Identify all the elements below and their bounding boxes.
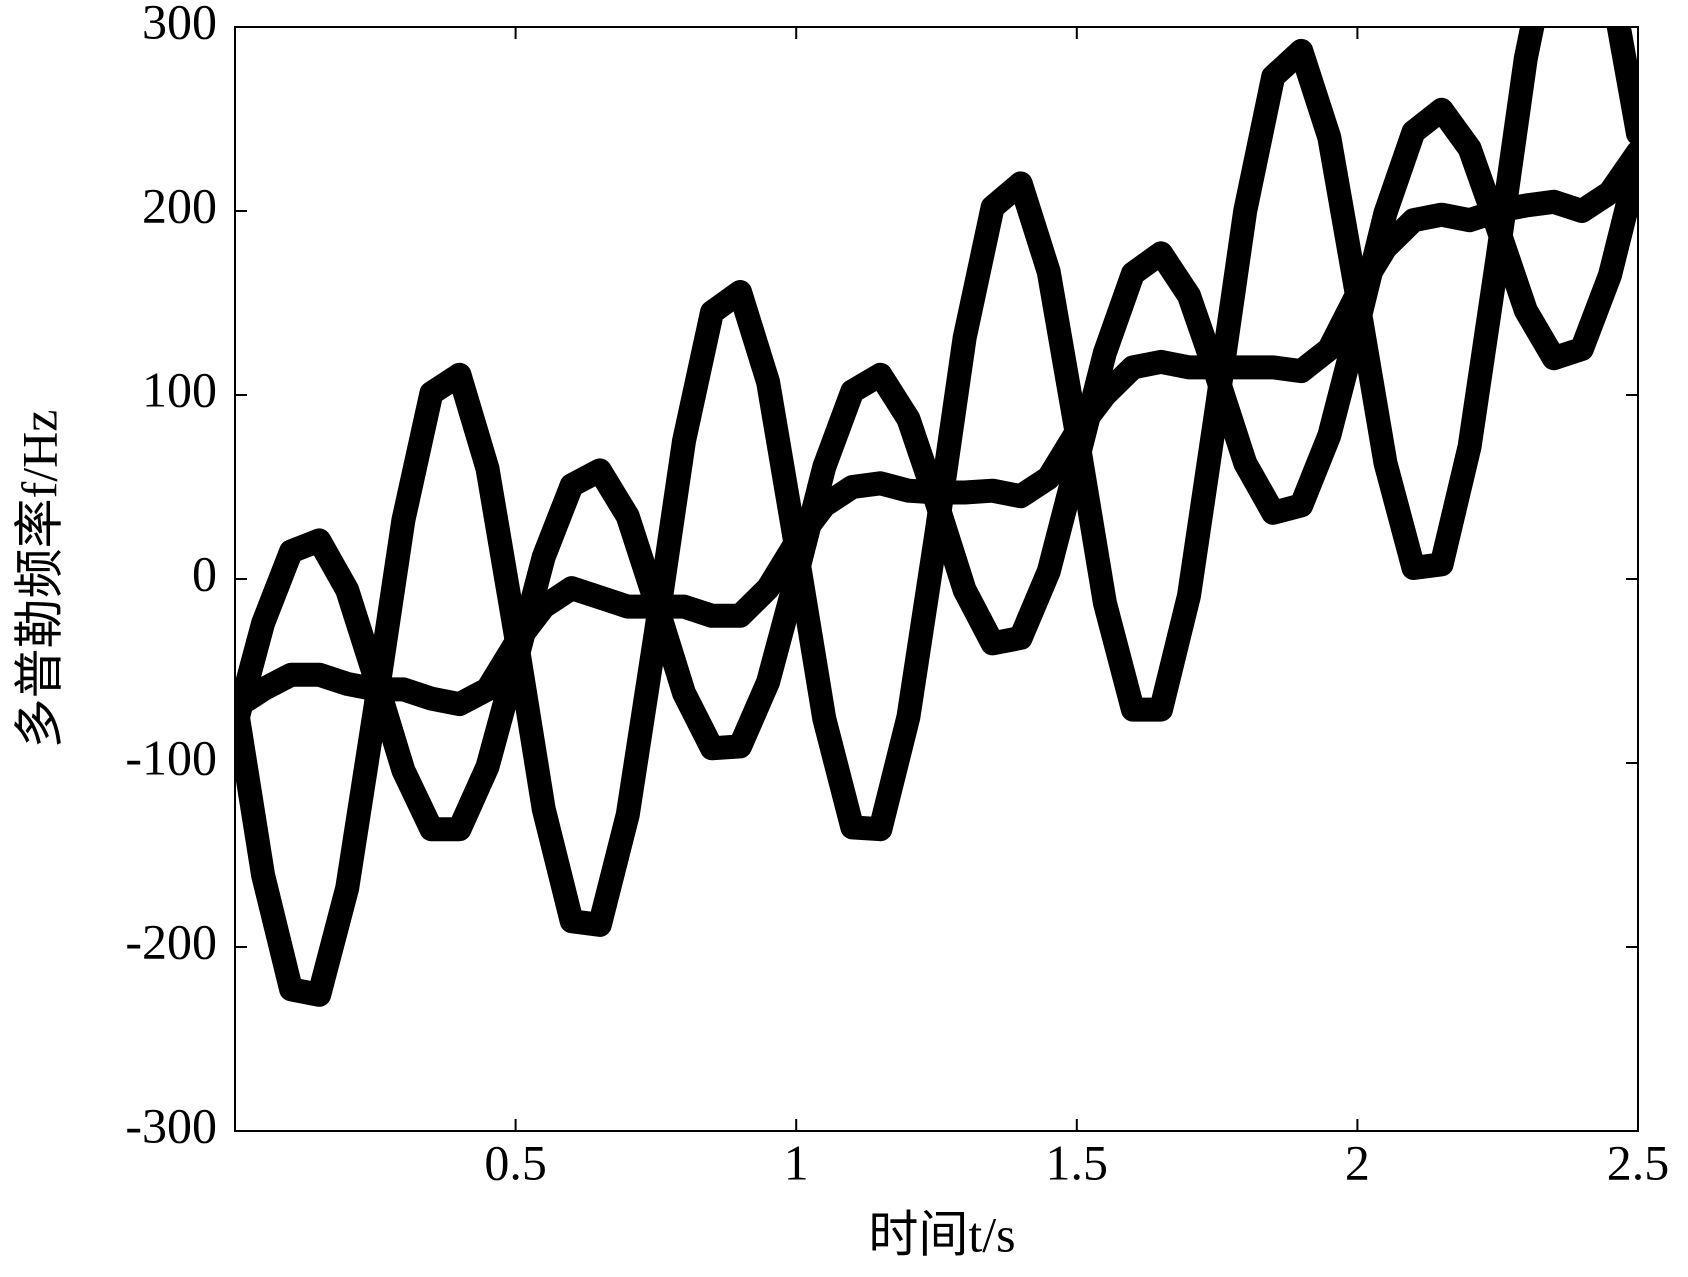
y-axis-label: 多普勒频率f/Hz (11, 410, 67, 749)
series-line (235, 27, 1638, 1007)
x-tick-label: 1.5 (1046, 1134, 1109, 1190)
x-axis-label: 时间t/s (868, 1206, 1015, 1262)
y-tick-label: 200 (142, 177, 217, 233)
series-line (235, 140, 1638, 720)
x-tick-label: 2 (1345, 1134, 1370, 1190)
y-tick-label: 100 (142, 361, 217, 417)
y-tick-label: -300 (125, 1097, 217, 1153)
x-tick-label: 2.5 (1607, 1134, 1670, 1190)
y-tick-label: -200 (125, 913, 217, 969)
y-tick-label: -100 (125, 729, 217, 785)
y-tick-label: 0 (192, 545, 217, 601)
x-tick-label: 1 (784, 1134, 809, 1190)
y-tick-label: 300 (142, 0, 217, 49)
x-tick-label: 0.5 (484, 1134, 547, 1190)
